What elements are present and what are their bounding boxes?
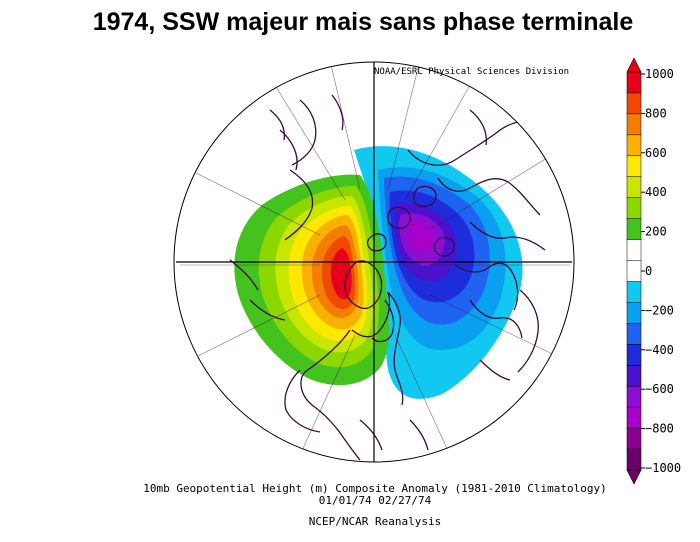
colorbar-top-arrow — [626, 57, 642, 73]
colorbar-swatch — [626, 281, 642, 303]
colorbar-tick-label: −800 — [645, 422, 674, 436]
colorbar-tick-label: 0 — [645, 264, 652, 278]
caption-line-1: 10mb Geopotential Height (m) Composite A… — [143, 482, 607, 495]
colorbar-swatch — [626, 365, 642, 387]
colorbar-tick-label: −200 — [645, 303, 674, 317]
colorbar-tick-label: −600 — [645, 382, 674, 396]
colorbar-swatch — [626, 92, 642, 115]
colorbar-swatch — [626, 155, 642, 178]
colorbar-swatch — [626, 448, 642, 471]
colorbar-swatch — [626, 134, 642, 157]
colorbar-tick-label: −400 — [645, 343, 674, 357]
colorbar-tick-label: 400 — [645, 185, 667, 199]
colorbar-tick-label: −1000 — [645, 461, 681, 475]
colorbar-swatch — [626, 344, 642, 366]
colorbar-swatch — [626, 323, 642, 345]
credit-label: NOAA/ESRL Physical Sciences Division — [374, 67, 570, 77]
colorbar-tick-label: 800 — [645, 106, 667, 120]
caption-line-2: 01/01/74 02/27/74 — [318, 494, 432, 507]
colorbar-swatch — [626, 113, 642, 136]
colorbar-swatch — [626, 218, 642, 241]
colorbar-swatch — [626, 197, 642, 220]
colorbar-swatch — [626, 71, 642, 94]
colorbar-bottom-arrow — [626, 469, 642, 485]
coastlines — [229, 94, 546, 461]
colorbar-swatch — [626, 176, 642, 199]
colorbar-swatch — [626, 385, 642, 408]
pos-contour-900 — [330, 248, 352, 300]
colorbar-swatch — [626, 427, 642, 450]
colorbar-swatch — [626, 302, 642, 324]
colorbar-tick-label: 200 — [645, 225, 667, 239]
colorbar-swatch — [626, 260, 642, 283]
colorbar-ticks: 1000 800 600 400 200 0 −200 −400 −600 −800 −1000 — [641, 67, 681, 475]
colorbar-swatch — [626, 239, 642, 262]
neg-contour-1100 — [408, 221, 435, 252]
colorbar-tick-label: 600 — [645, 146, 667, 160]
colorbar-swatch — [626, 406, 642, 429]
graticule — [180, 62, 570, 456]
chart-title: 1974, SSW majeur mais sans phase termina… — [92, 8, 634, 36]
colorbar-tick-label: 1000 — [645, 67, 674, 81]
caption-line-3: NCEP/NCAR Reanalysis — [308, 515, 442, 528]
colorbar-swatches — [626, 57, 642, 485]
